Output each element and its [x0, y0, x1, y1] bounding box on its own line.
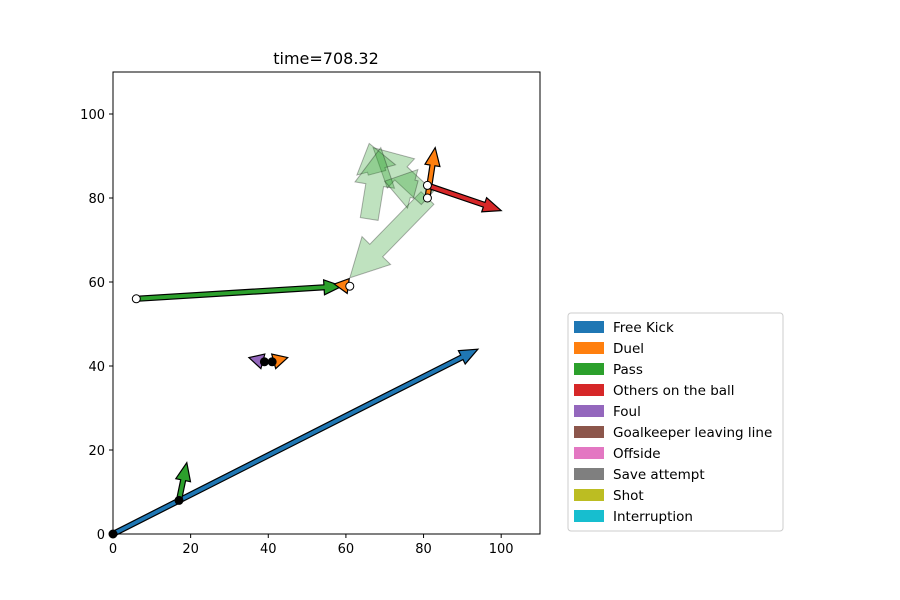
legend-swatch [574, 384, 604, 396]
legend-label: Duel [613, 341, 644, 357]
events-layer [108, 146, 503, 539]
faded-event-arrow [383, 168, 419, 210]
legend-label: Others on the ball [613, 383, 735, 399]
legend-label: Pass [613, 362, 643, 378]
legend-swatch [574, 468, 604, 480]
legend-swatch [574, 489, 604, 501]
legend-swatch [574, 342, 604, 354]
event-arrow [135, 278, 344, 302]
legend-label: Offside [613, 446, 661, 462]
event-start-marker [345, 281, 355, 291]
x-tick-label: 100 [489, 542, 514, 557]
y-tick-label: 40 [88, 360, 105, 375]
faded-event-arrow [372, 146, 435, 206]
legend-label: Interruption [613, 509, 693, 525]
x-tick-label: 80 [415, 542, 432, 557]
faded-event-arrow [354, 146, 396, 221]
x-tick-label: 40 [260, 542, 277, 557]
event-start-marker [131, 294, 141, 304]
plot-frame [112, 71, 541, 535]
x-tick-label: 60 [338, 542, 355, 557]
event-start-marker [174, 495, 184, 505]
legend-label: Free Kick [613, 320, 674, 336]
legend-label: Save attempt [613, 467, 705, 483]
y-tick-label: 0 [97, 528, 105, 543]
event-start-marker [422, 180, 432, 190]
x-tick-label: 0 [109, 542, 117, 557]
event-arrow [111, 348, 480, 538]
legend-swatch [574, 405, 604, 417]
axes-layer: 0 20 40 60 80 100 0 20 40 60 80 100 [80, 71, 541, 557]
legend: Free Kick Duel Pass Others on the ball Foul G… [567, 312, 784, 532]
faded-event-arrow [356, 142, 397, 176]
event-start-marker [422, 193, 432, 203]
y-tick-label: 20 [88, 444, 105, 459]
legend-swatch [574, 510, 604, 522]
legend-swatch [574, 363, 604, 375]
y-tick-label: 80 [88, 192, 105, 207]
y-tick-label: 100 [80, 108, 105, 123]
y-tick-label: 60 [88, 276, 105, 291]
legend-label: Foul [613, 404, 641, 420]
chart-title: time=708.32 [273, 49, 379, 68]
event-start-marker [267, 357, 277, 367]
legend-swatch [574, 321, 604, 333]
legend-frame [567, 312, 784, 532]
faded-event-arrow [349, 190, 435, 279]
faded-events-layer [349, 142, 435, 279]
event-arrow [425, 182, 503, 213]
event-start-marker [259, 357, 269, 367]
x-tick-label: 20 [182, 542, 199, 557]
legend-swatch [574, 426, 604, 438]
legend-swatch [574, 447, 604, 459]
legend-label: Shot [613, 488, 644, 504]
legend-label: Goalkeeper leaving line [613, 425, 772, 441]
